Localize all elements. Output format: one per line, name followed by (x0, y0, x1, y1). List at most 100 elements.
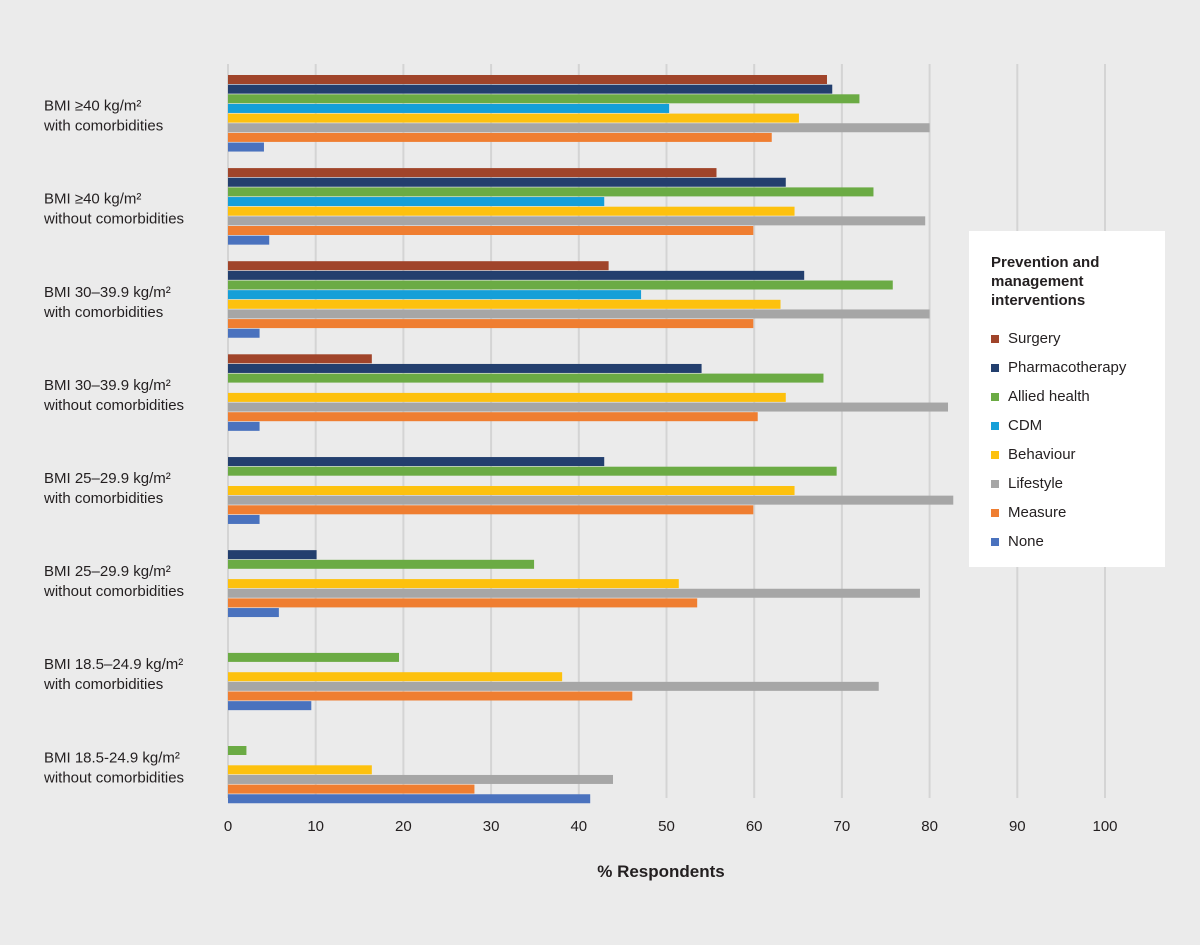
bar-none (228, 701, 312, 711)
legend-item-cdm: CDM (991, 411, 1165, 440)
bar-cdm (228, 103, 670, 113)
legend-swatch (991, 334, 999, 343)
bar-surgery (228, 261, 609, 271)
x-tick-label: 70 (834, 818, 851, 835)
legend-swatch (991, 421, 999, 430)
legend-items: Surgery Pharmacotherapy Allied health CDM Be… (991, 324, 1165, 556)
category-label: BMI 18.5–24.9 kg/m² (44, 656, 183, 673)
category-label: with comorbidities (43, 118, 163, 135)
bar-lifestyle (228, 309, 930, 319)
bar-none (228, 142, 264, 152)
legend-label: Allied health (1008, 388, 1090, 405)
bar-pharmacotherapy (228, 84, 833, 94)
bar-pharmacotherapy (228, 550, 317, 560)
bar-measure (228, 132, 772, 142)
bar-none (228, 794, 591, 804)
bar-pharmacotherapy (228, 270, 805, 280)
legend-item-measure: Measure (991, 498, 1165, 527)
bar-measure (228, 691, 633, 701)
legend-swatch (991, 508, 999, 517)
legend-label: Measure (1008, 504, 1067, 521)
legend-label: Behaviour (1008, 446, 1076, 463)
bar-behaviour (228, 206, 795, 216)
legend-swatch (991, 392, 999, 401)
x-tick-label: 10 (307, 818, 324, 835)
x-tick-label: 80 (921, 818, 938, 835)
legend-item-none: None (991, 527, 1165, 556)
legend-item-surgery: Surgery (991, 324, 1165, 353)
legend-swatch (991, 537, 999, 546)
bar-none (228, 514, 260, 524)
bar-lifestyle (228, 495, 954, 505)
category-label: BMI ≥40 kg/m² (44, 98, 141, 115)
legend-item-behaviour: Behaviour (991, 440, 1165, 469)
category-label: BMI 25–29.9 kg/m² (44, 470, 171, 487)
x-tick-label: 50 (658, 818, 675, 835)
bar-measure (228, 319, 754, 329)
legend-label: Pharmacotherapy (1008, 359, 1127, 376)
category-label: without comorbidities (43, 211, 184, 228)
bar-lifestyle (228, 588, 920, 598)
bar-behaviour (228, 299, 781, 309)
bar-surgery (228, 75, 827, 84)
x-tick-labels: 0 10 20 30 40 50 60 70 80 90 100 (224, 818, 1118, 835)
x-tick-label: 40 (570, 818, 587, 835)
bar-allied-health (228, 466, 837, 476)
x-tick-label: 60 (746, 818, 763, 835)
bar-lifestyle (228, 402, 949, 412)
category-label: BMI 18.5-24.9 kg/m² (44, 749, 180, 766)
bar-lifestyle (228, 216, 926, 226)
x-tick-label: 20 (395, 818, 412, 835)
x-tick-label: 0 (224, 818, 232, 835)
bar-pharmacotherapy (228, 363, 702, 373)
bar-allied-health (228, 94, 860, 104)
legend-swatch (991, 450, 999, 459)
category-label: BMI ≥40 kg/m² (44, 191, 141, 208)
legend-title: Prevention and management interventions (991, 254, 1100, 309)
bars (228, 75, 954, 804)
bar-behaviour (228, 113, 799, 123)
bar-allied-health (228, 652, 400, 662)
legend-label: CDM (1008, 417, 1043, 434)
bar-allied-health (228, 559, 535, 569)
bar-allied-health (228, 373, 824, 383)
bar-cdm (228, 290, 642, 300)
bar-allied-health (228, 187, 874, 197)
bar-lifestyle (228, 123, 930, 133)
category-label: BMI 30–39.9 kg/m² (44, 284, 171, 301)
bar-none (228, 235, 270, 245)
bar-allied-health (228, 746, 247, 755)
x-tick-label: 90 (1009, 818, 1026, 835)
legend-label: None (1008, 533, 1044, 550)
bar-behaviour (228, 672, 563, 682)
category-label: BMI 25–29.9 kg/m² (44, 563, 171, 580)
bar-surgery (228, 354, 372, 364)
category-labels: BMI ≥40 kg/m² with comorbidities BMI ≥40 k… (43, 98, 184, 787)
legend-item-allied-health: Allied health (991, 382, 1165, 411)
bar-none (228, 421, 260, 431)
bar-behaviour (228, 579, 679, 589)
legend: Prevention and management interventions … (969, 231, 1165, 567)
bar-pharmacotherapy (228, 177, 786, 187)
category-label: BMI 30–39.9 kg/m² (44, 377, 171, 394)
bar-measure (228, 412, 758, 422)
bar-measure (228, 784, 475, 794)
bar-measure (228, 226, 754, 235)
bar-lifestyle (228, 681, 879, 691)
category-label: without comorbidities (43, 583, 184, 600)
category-label: without comorbidities (43, 397, 184, 414)
legend-swatch (991, 479, 999, 488)
legend-item-lifestyle: Lifestyle (991, 469, 1165, 498)
bar-allied-health (228, 280, 893, 290)
bar-behaviour (228, 392, 786, 402)
x-tick-label: 30 (483, 818, 500, 835)
bar-surgery (228, 168, 717, 178)
bar-none (228, 328, 260, 338)
bar-lifestyle (228, 774, 613, 784)
bar-pharmacotherapy (228, 457, 605, 467)
bar-measure (228, 505, 754, 515)
bar-cdm (228, 197, 605, 207)
category-label: with comorbidities (43, 676, 163, 693)
legend-label: Surgery (1008, 330, 1061, 347)
category-label: with comorbidities (43, 304, 163, 321)
